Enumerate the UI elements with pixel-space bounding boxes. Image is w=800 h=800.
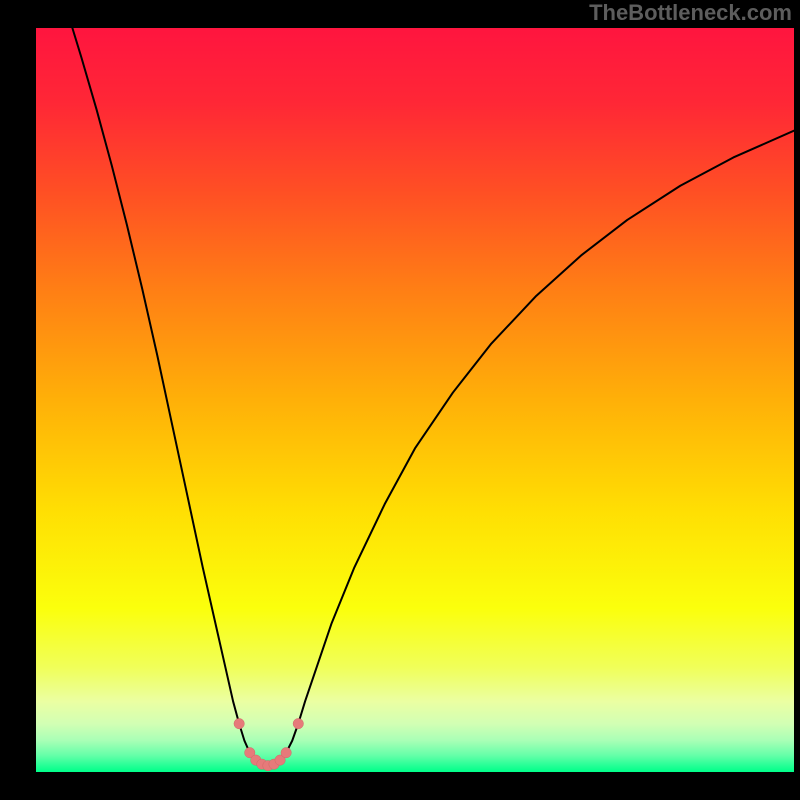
bottleneck-curve — [72, 28, 794, 766]
curve-marker — [293, 718, 303, 728]
curve-marker — [234, 718, 244, 728]
plot-area — [36, 28, 794, 772]
watermark-text: TheBottleneck.com — [589, 0, 792, 26]
curve-overlay — [36, 28, 794, 772]
chart-frame: TheBottleneck.com — [0, 0, 800, 800]
curve-marker — [281, 747, 291, 757]
